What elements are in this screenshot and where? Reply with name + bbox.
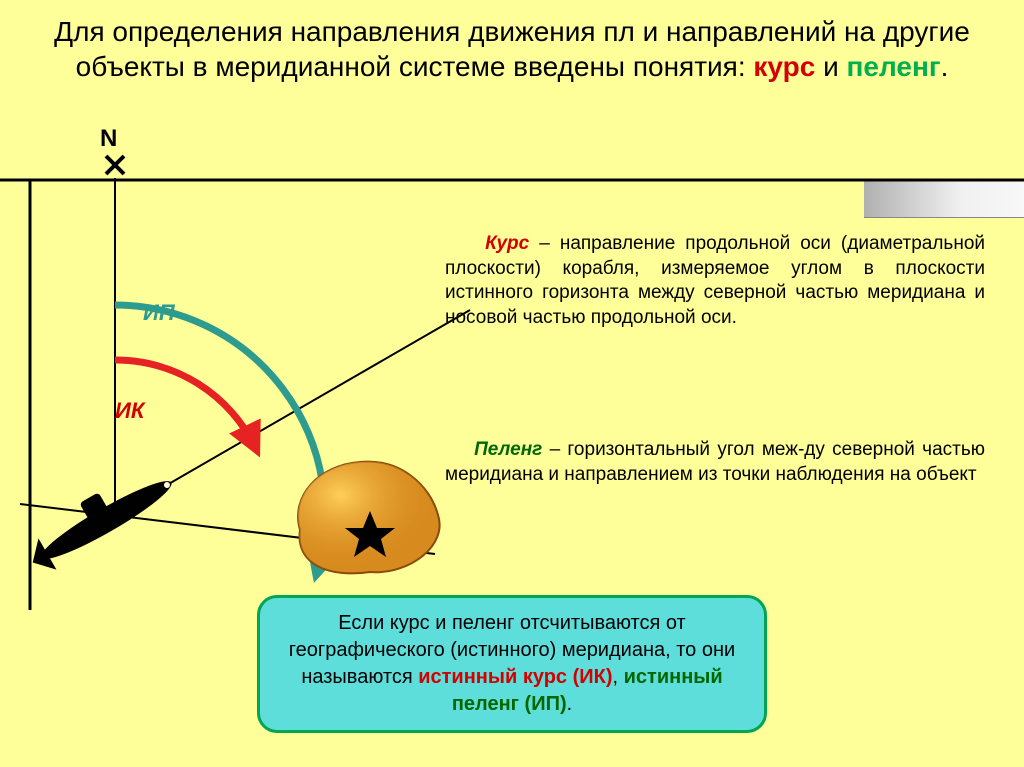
- horizon-gradient-strip: [864, 180, 1024, 218]
- submarine-icon: [19, 458, 181, 578]
- page-title: Для определения направления движения пл …: [0, 14, 1024, 84]
- north-x-mark: [106, 156, 124, 174]
- target-star-icon: [345, 511, 395, 557]
- peleng-term: Пеленг: [474, 439, 542, 460]
- ik-arc-label: ИК: [115, 398, 144, 424]
- summary-text: Если курс и пеленг отсчитываются от геог…: [282, 610, 742, 718]
- kurs-definition: Курс – направление продольной оси (диаме…: [445, 232, 985, 331]
- bearing-line: [20, 504, 435, 554]
- kurs-term: Курс: [485, 233, 529, 254]
- north-label: N: [100, 125, 117, 153]
- ip-arc-label: ИП: [143, 300, 175, 326]
- summary-callout: Если курс и пеленг отсчитываются от геог…: [257, 595, 767, 733]
- course-line: [115, 310, 470, 515]
- landmark-rock: [298, 462, 440, 574]
- title-dot: .: [941, 51, 949, 82]
- title-kurs: курс: [753, 51, 815, 82]
- page: Для определения направления движения пл …: [0, 0, 1024, 767]
- ip-arc: [115, 305, 325, 573]
- title-and: и: [815, 51, 846, 82]
- peleng-definition: Пеленг – горизонтальный угол меж-ду севе…: [445, 438, 985, 487]
- title-peleng: пеленг: [847, 51, 941, 82]
- callout-ik: истинный курс (ИК): [418, 666, 612, 688]
- callout-sep: ,: [613, 666, 624, 688]
- callout-dot: .: [567, 693, 573, 715]
